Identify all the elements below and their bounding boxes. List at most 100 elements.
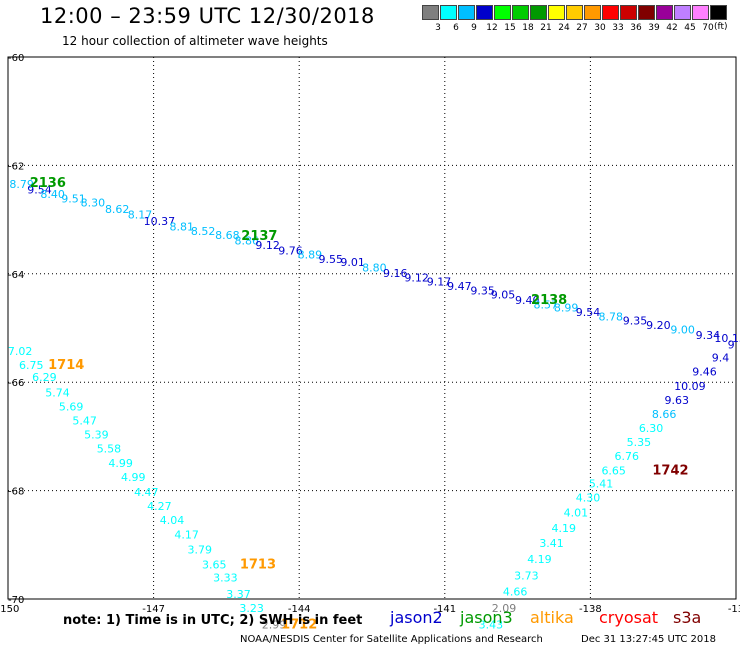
wave-height-point: 9.63 [665, 394, 690, 407]
wave-height-point: 5.58 [97, 443, 122, 456]
wave-height-point: 2.99 [262, 618, 287, 631]
color-scale-swatch: 27 [566, 5, 588, 33]
wave-height-point: 9.05 [491, 289, 516, 302]
footer-credit: NOAA/NESDIS Center for Satellite Applica… [240, 634, 543, 645]
wave-height-point: 9.01 [340, 256, 365, 269]
wave-height-point: 9.20 [646, 319, 671, 332]
wave-height-point: 2.09 [492, 602, 517, 615]
wave-height-point: 5.69 [59, 400, 84, 413]
wave-height-point: 3.73 [514, 569, 539, 582]
color-scale-label: 6 [453, 23, 459, 33]
color-scale-swatch: 30 [584, 5, 606, 33]
wave-height-point: 6.29 [32, 371, 57, 384]
wave-height-point: 9.51 [61, 192, 86, 205]
wave-height-point: 6.30 [639, 422, 664, 435]
x-tick-label: -147 [142, 604, 165, 615]
wave-height-point: 9.47 [447, 280, 472, 293]
wave-height-point: 5.47 [72, 414, 97, 427]
color-scale-label: 3 [435, 23, 441, 33]
wave-height-point: 3.23 [239, 602, 264, 615]
color-scale-label: 21 [540, 23, 552, 33]
wave-height-point: 9.17 [427, 276, 452, 289]
wave-height-point: 8.52 [191, 225, 216, 238]
chart-title: 12:00 – 23:59 UTC 12/30/2018 [40, 4, 375, 28]
wave-height-point: 8.86 [235, 235, 260, 248]
wave-height-point: 5.41 [589, 477, 614, 490]
wave-height-point: 9.16 [383, 267, 408, 280]
color-scale-label: 24 [558, 23, 570, 33]
y-tick-label: -60 [8, 53, 24, 64]
color-scale-label: 45 [684, 23, 696, 33]
color-scale-label: 18 [522, 23, 534, 33]
legend-entry-jason2: jason2 [390, 608, 443, 627]
color-scale-swatch: 70 [692, 5, 714, 33]
wave-height-point: 4.99 [121, 471, 146, 484]
wave-height-point: 4.04 [160, 514, 185, 527]
wave-height-point: 8.17 [128, 209, 153, 222]
plot-frame [7, 56, 737, 600]
color-scale-swatch: 45 [674, 5, 696, 33]
wave-height-point: 10.09 [674, 380, 706, 393]
pass-time-label: 1714 [48, 358, 84, 373]
color-scale-label: 30 [594, 23, 606, 33]
x-tick-label: -13 [728, 604, 740, 615]
wave-height-point: 9.34 [696, 329, 721, 342]
footer-note: note: 1) Time is in UTC; 2) SWH is in fe… [63, 613, 363, 628]
pass-time-label: 2136 [30, 176, 66, 191]
color-scale-swatch: 39 [638, 5, 660, 33]
wave-height-point: 5.74 [45, 386, 70, 399]
x-tick-label: -141 [433, 604, 456, 615]
y-tick-label: -62 [8, 161, 24, 172]
wave-height-point: 8.81 [169, 220, 194, 233]
wave-height-point: 3.79 [187, 543, 212, 556]
wave-height-point: 9.55 [318, 253, 343, 266]
wave-height-point: 7.02 [8, 345, 33, 358]
wave-height-point: 8.30 [81, 197, 106, 210]
pass-time-label: 1712 [281, 617, 317, 632]
wave-height-point: 8.68 [215, 229, 240, 242]
color-scale-label: 9 [471, 23, 477, 33]
pass-time-label: 1742 [652, 463, 688, 478]
legend-entry-jason3: jason3 [460, 608, 513, 627]
wave-height-point: 9.35 [623, 315, 648, 328]
wave-height-point: 10.15 [714, 332, 740, 345]
wave-height-point: 6.76 [615, 450, 640, 463]
pass-time-label: 2137 [241, 229, 277, 244]
wave-height-point: 8.66 [652, 408, 677, 421]
wave-height-point: 9.12 [404, 271, 429, 284]
color-scale-swatch: 3 [422, 5, 441, 33]
color-scale-label: 70 [702, 23, 714, 33]
x-tick-label: -150 [0, 604, 19, 615]
color-scale-swatch: 36 [620, 5, 642, 33]
wave-height-point: 8.79 [9, 178, 34, 191]
pass-time-label: 2138 [531, 293, 567, 308]
chart-subtitle: 12 hour collection of altimeter wave hei… [62, 34, 328, 48]
y-tick-label: -64 [8, 270, 24, 281]
color-scale-swatch [710, 5, 727, 20]
wave-height-point: 8.99 [554, 302, 579, 315]
color-scale-label: 33 [612, 23, 624, 33]
wave-height-point: 9.12 [255, 239, 280, 252]
wave-height-point: 9.76 [278, 244, 303, 257]
wave-height-point: 8.89 [298, 249, 323, 262]
wave-height-point: 3.41 [539, 537, 564, 550]
wave-height-point: 4.66 [503, 586, 528, 599]
wave-height-point: 9.54 [27, 184, 52, 197]
wave-height-point: 4.19 [551, 522, 576, 535]
footer-timestamp: Dec 31 13:27:45 UTC 2018 [581, 634, 716, 645]
y-tick-label: -66 [8, 378, 24, 389]
wave-height-point: 3.65 [202, 559, 227, 572]
color-scale-swatch: 6 [440, 5, 459, 33]
wave-height-point: 4.27 [147, 500, 172, 513]
wave-height-point: 8.57 [533, 298, 558, 311]
color-scale-swatch: 42 [656, 5, 678, 33]
wave-height-point: 6.75 [19, 359, 44, 372]
color-scale-label: 42 [666, 23, 678, 33]
color-scale-label: 15 [504, 23, 516, 33]
x-tick-label: -144 [288, 604, 311, 615]
wave-height-point: 9.35 [470, 284, 495, 297]
wave-height-point: 9 [728, 339, 735, 352]
pass-time-label: 1713 [240, 558, 276, 573]
color-scale-label: 36 [630, 23, 642, 33]
